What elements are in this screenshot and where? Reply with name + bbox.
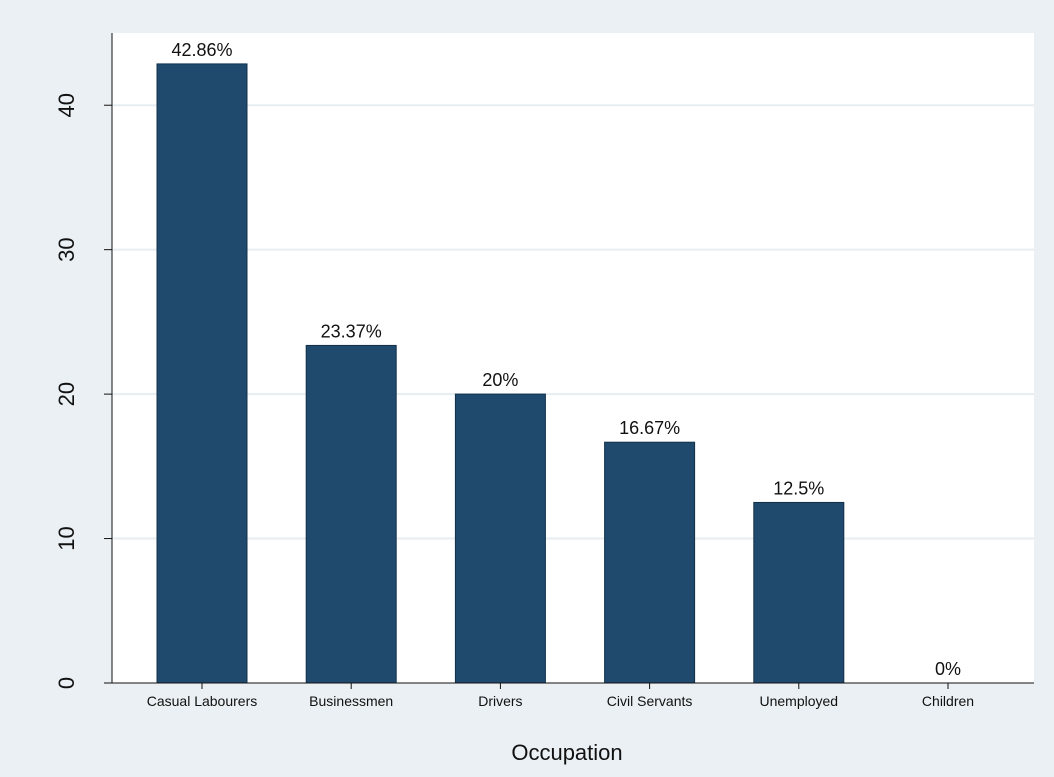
y-tick-label: 0 [54,677,79,689]
y-axis-ticks: 0 10 20 30 40 [54,93,112,689]
x-tick-label: Children [922,693,974,709]
bar [454,393,546,684]
x-tick-label: Businessmen [309,693,393,709]
bar [604,441,696,684]
gridlines [112,104,1034,540]
y-tick-label: 10 [54,526,79,550]
y-tick-label: 20 [54,382,79,406]
x-tick-label: Casual Labourers [147,693,258,709]
x-axis-ticks: Casual Labourers Businessmen Drivers Civil … [147,683,974,709]
x-tick-label: Civil Servants [607,693,693,709]
bars [156,63,845,684]
plot-area [112,33,1034,683]
data-label: 16.67% [619,418,680,438]
data-label: 12.5% [773,478,824,498]
data-labels: 42.86% 23.37% 20% 16.67% 12.5% 0% [171,40,961,679]
bar [156,63,248,684]
bar [305,344,397,684]
x-axis-title: Occupation [511,740,622,765]
data-label: 0% [935,659,961,679]
bar [753,501,845,684]
x-tick-label: Unemployed [759,693,838,709]
x-tick-label: Drivers [478,693,522,709]
data-label: 23.37% [321,321,382,341]
y-tick-label: 40 [54,93,79,117]
data-label: 42.86% [171,40,232,60]
data-label: 20% [482,370,518,390]
y-tick-label: 30 [54,237,79,261]
